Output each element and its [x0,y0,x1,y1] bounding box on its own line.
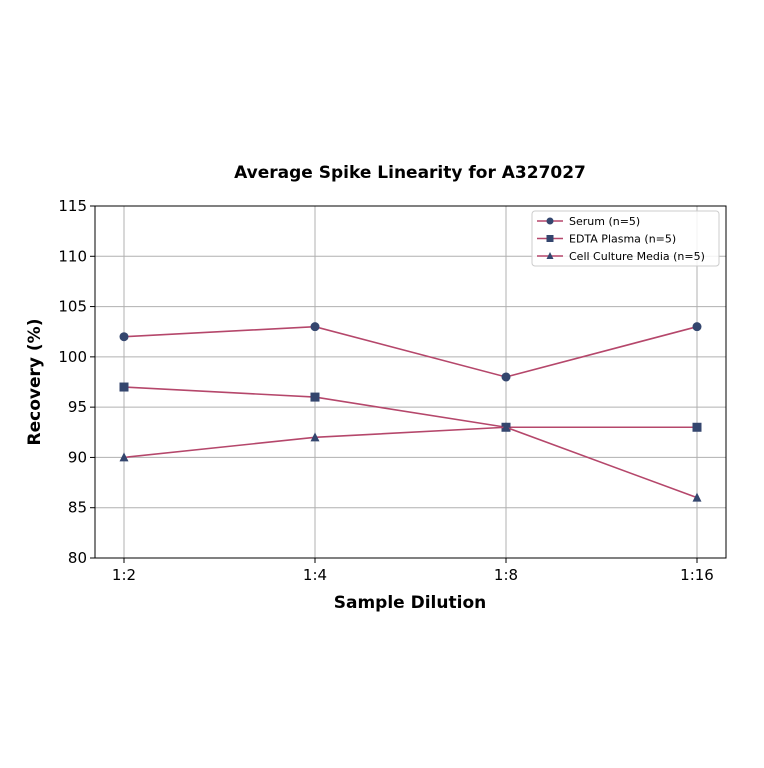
circle-marker-icon [692,322,702,332]
x-tick-label: 1:2 [112,566,136,584]
legend-item: Cell Culture Media (n=5) [537,250,705,263]
legend-box [531,210,720,267]
series-line [123,426,698,499]
y-tick-label: 90 [68,448,87,466]
circle-marker-icon [119,332,129,342]
data-series [119,322,702,502]
x-tick-label: 1:16 [680,566,714,584]
circle-marker-icon [310,322,320,332]
triangle-marker-icon [501,422,511,432]
x-tick-label: 1:4 [303,566,327,584]
series-triangle [119,422,702,502]
plot-frame [94,205,727,559]
y-tick-label: 80 [68,549,87,567]
chart-title: Average Spike Linearity for A327027 [234,163,586,183]
square-marker-icon [692,422,702,432]
circle-marker-icon [501,372,511,382]
legend-item: EDTA Plasma (n=5) [537,233,676,246]
triangle-marker-icon [546,252,554,259]
series-circle [119,322,702,382]
y-tick-label: 110 [58,247,87,265]
legend-label: Cell Culture Media (n=5) [569,250,705,263]
legend-item: Serum (n=5) [537,215,640,228]
square-marker-icon [546,235,554,242]
square-marker-icon [119,382,129,392]
y-tick-label: 85 [68,499,87,517]
series-line [123,325,698,378]
y-tick-label: 95 [68,398,87,416]
x-axis: 1:2 1:4 1:8 1:16 [112,558,714,584]
triangle-marker-icon [119,452,129,462]
y-axis-label: Recovery (%) [25,319,45,446]
x-tick-label: 1:8 [494,566,518,584]
y-tick-label: 105 [58,298,87,316]
triangle-marker-icon [310,432,320,442]
x-axis-label: Sample Dilution [334,593,486,613]
y-tick-label: 115 [58,197,87,215]
square-marker-icon [310,392,320,402]
legend: Serum (n=5) EDTA Plasma (n=5) Cell Culture… [531,210,720,267]
y-axis: 80 85 90 95 100 105 110 115 [58,197,95,567]
triangle-marker-icon [692,492,702,502]
y-tick-label: 100 [58,348,87,366]
circle-marker-icon [546,217,554,225]
legend-label: EDTA Plasma (n=5) [569,233,676,246]
series-line [123,386,697,429]
legend-label: Serum (n=5) [569,215,640,228]
